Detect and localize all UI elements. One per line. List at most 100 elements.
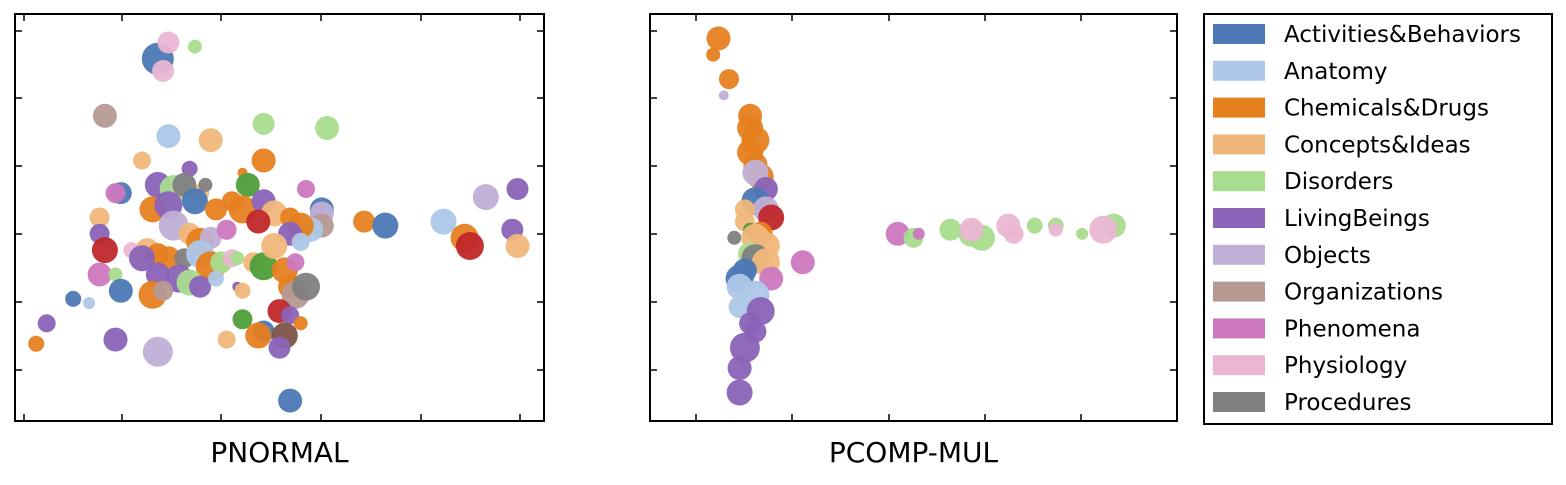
point-physiology xyxy=(1089,215,1118,244)
point-green xyxy=(232,309,253,330)
legend-item-procedures: Procedures xyxy=(1213,390,1412,416)
legend-item-chemicals-and-drugs: Chemicals&Drugs xyxy=(1213,96,1489,122)
point-concepts-and-ideas xyxy=(261,233,288,259)
point-livingbeings xyxy=(129,245,155,272)
pnormal-points xyxy=(28,31,530,413)
point-activities-and-behaviors xyxy=(65,290,82,307)
point-livingbeings xyxy=(506,178,529,200)
point-disorders xyxy=(1026,217,1043,234)
point-concepts-and-ideas xyxy=(505,234,530,258)
point-chemicals-and-drugs xyxy=(28,335,45,352)
point-chemicals-and-drugs xyxy=(293,316,308,331)
legend-label: Procedures xyxy=(1284,390,1412,416)
point-concepts-and-ideas xyxy=(89,207,110,228)
point-disorders xyxy=(187,39,202,54)
point-anatomy xyxy=(291,232,310,251)
point-objects xyxy=(142,336,173,367)
legend-swatch xyxy=(1213,244,1265,265)
legend-item-activities-and-behaviors: Activities&Behaviors xyxy=(1213,22,1521,48)
pnormal-ticks xyxy=(15,14,544,421)
point-activities-and-behaviors xyxy=(181,188,208,215)
pnormal-title: PNORMAL xyxy=(210,436,349,469)
legend-swatch xyxy=(1213,97,1265,118)
point-physiology xyxy=(1003,223,1024,244)
pnormal-panel: PNORMAL xyxy=(14,13,545,469)
point-phenomena xyxy=(216,219,237,240)
point-livingbeings xyxy=(103,327,128,352)
legend-swatch xyxy=(1213,24,1265,44)
legend-label: Activities&Behaviors xyxy=(1284,22,1521,48)
legend-item-phenomena: Phenomena xyxy=(1213,316,1420,342)
legend-item-physiology: Physiology xyxy=(1213,353,1407,379)
legend-swatch xyxy=(1213,134,1265,155)
legend-item-disorders: Disorders xyxy=(1213,169,1393,195)
point-phenomena xyxy=(297,180,315,198)
point-phenomena xyxy=(105,183,126,204)
legend-swatch xyxy=(1213,171,1265,192)
legend-item-livingbeings: LivingBeings xyxy=(1213,206,1430,232)
point-green xyxy=(235,172,260,197)
point-chemicals-and-drugs xyxy=(245,322,272,349)
point-organizations xyxy=(153,280,174,301)
legend-label: LivingBeings xyxy=(1284,206,1430,232)
legend-label: Objects xyxy=(1284,243,1371,269)
point-physiology xyxy=(959,217,984,242)
point-concepts-and-ideas xyxy=(234,282,251,299)
legend-item-organizations: Organizations xyxy=(1213,280,1443,306)
point-livingbeings xyxy=(281,306,300,325)
point-livingbeings xyxy=(145,262,170,287)
legend-swatch xyxy=(1213,355,1265,376)
point-phenomena xyxy=(286,253,305,272)
point-organizations xyxy=(92,103,117,128)
point-concepts-and-ideas xyxy=(217,330,236,349)
pcomp-mul-points xyxy=(706,26,1126,406)
point-procedures xyxy=(292,272,320,301)
point-livingbeings xyxy=(729,332,760,363)
point-anatomy xyxy=(208,270,224,287)
point-livingbeings xyxy=(181,160,198,177)
legend: Activities&Behaviors Anatomy Chemicals&Dru… xyxy=(1203,13,1553,425)
legend-swatch xyxy=(1213,60,1265,81)
legend-label: Anatomy xyxy=(1284,59,1388,85)
point-livingbeings xyxy=(727,356,752,381)
point-chemicals-and-drugs xyxy=(353,210,376,233)
pcomp-mul-plot-frame xyxy=(649,13,1178,422)
point-disorders xyxy=(1076,227,1089,240)
point-concepts-and-ideas xyxy=(133,151,151,170)
point-activities-and-behaviors xyxy=(108,278,133,303)
point-concepts-and-ideas xyxy=(198,128,223,153)
point-anatomy xyxy=(430,208,457,235)
point-phenomena xyxy=(759,266,784,291)
point-livingbeings xyxy=(726,379,753,406)
legend-item-anatomy: Anatomy xyxy=(1213,59,1388,85)
legend-label: Physiology xyxy=(1284,353,1407,379)
pnormal-plot-frame xyxy=(14,13,545,422)
point-chemicals-and-drugs xyxy=(205,198,227,221)
point-anatomy xyxy=(728,296,751,318)
pcomp-mul-title: PCOMP-MUL xyxy=(829,436,999,469)
point-objects xyxy=(718,90,729,101)
point-livingbeings xyxy=(37,314,56,333)
point-disorders xyxy=(108,267,123,282)
point-livingbeings xyxy=(189,275,212,298)
legend-swatch xyxy=(1213,318,1265,339)
point-disorders xyxy=(230,251,245,266)
point-procedures xyxy=(198,177,213,192)
point-phenomena xyxy=(912,227,925,240)
point-red xyxy=(455,232,484,260)
legend-swatch xyxy=(1213,392,1265,412)
legend-swatch xyxy=(1213,281,1265,302)
point-chemicals-and-drugs xyxy=(706,47,721,62)
point-disorders xyxy=(252,112,275,135)
point-physiology xyxy=(1048,222,1063,237)
point-physiology xyxy=(157,31,180,54)
legend-item-concepts-and-ideas: Concepts&Ideas xyxy=(1213,132,1471,158)
point-anatomy xyxy=(83,297,96,309)
point-anatomy xyxy=(156,124,181,149)
pcomp-mul-ticks xyxy=(650,14,1177,421)
legend-item-objects: Objects xyxy=(1213,243,1371,269)
point-physiology xyxy=(152,60,175,82)
point-chemicals-and-drugs xyxy=(719,69,739,90)
point-red xyxy=(246,209,271,234)
